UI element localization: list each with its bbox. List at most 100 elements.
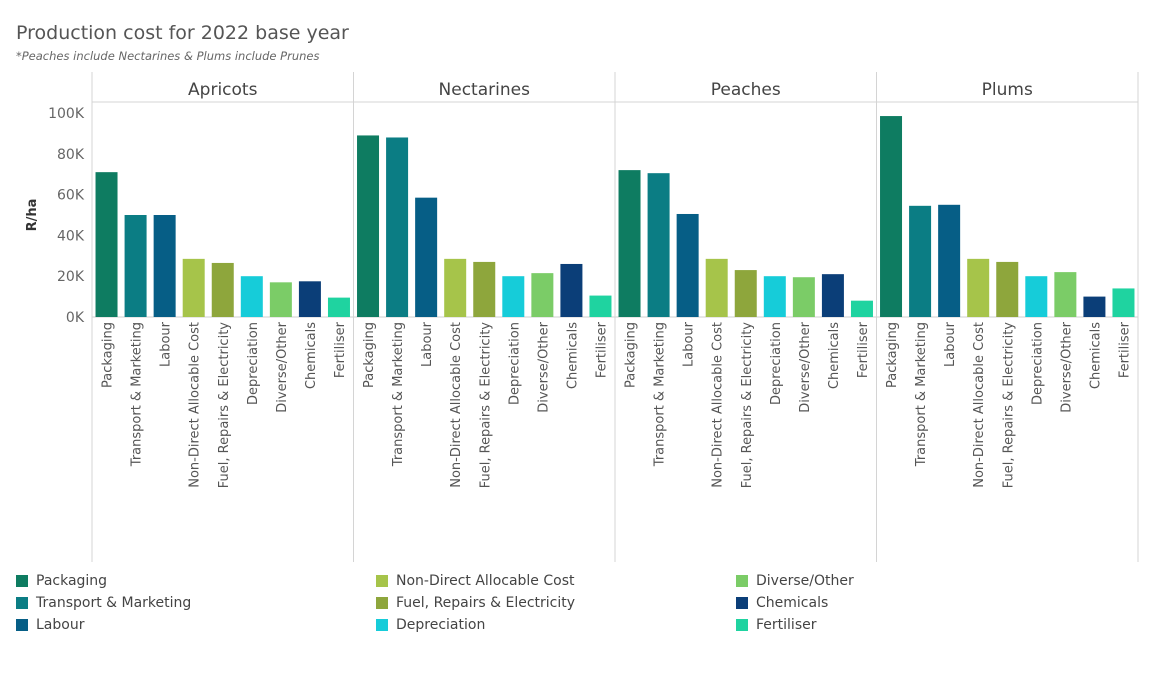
legend-item: Fertiliser [736, 617, 816, 633]
legend-item: Diverse/Other [736, 573, 854, 589]
x-tick-label: Fertiliser [594, 321, 609, 378]
y-tick-label: 40K [57, 228, 85, 244]
x-tick-label: Transport & Marketing [653, 322, 668, 467]
bar-plums-4 [996, 261, 1019, 317]
x-tick-label: Depreciation [246, 322, 261, 405]
bar-peaches-6 [792, 277, 815, 317]
x-tick-label: Packaging [885, 322, 900, 388]
bar-plums-7 [1083, 296, 1106, 317]
bar-nectarines-6 [531, 273, 554, 317]
bar-plums-1 [909, 205, 932, 317]
x-tick-label: Fertiliser [333, 321, 348, 378]
x-tick-label: Non-Direct Allocable Cost [449, 322, 464, 488]
chart-subtitle: *Peaches include Nectarines & Plums incl… [16, 49, 320, 63]
bar-plums-6 [1054, 272, 1077, 317]
y-tick-label: 20K [57, 269, 85, 285]
bar-plums-3 [967, 258, 990, 317]
panel-title-apricots: Apricots [188, 80, 258, 100]
legend-label: Diverse/Other [756, 573, 854, 589]
chart-svg: 0K 20K 40K 60K 80K 100K R/ha Apricots Packaging T… [25, 72, 1139, 562]
x-tick-label: Labour [420, 321, 435, 367]
bar-apricots-4 [211, 262, 234, 317]
bar-peaches-2 [676, 213, 699, 317]
legend-label: Fuel, Repairs & Electricity [396, 595, 576, 611]
legend-swatch [736, 597, 748, 609]
x-tick-label: Fuel, Repairs & Electricity [1001, 322, 1016, 489]
x-tick-label: Labour [159, 321, 174, 367]
x-tick-label: Diverse/Other [1059, 321, 1074, 412]
x-tick-label: Fertiliser [1117, 321, 1132, 378]
x-tick-label: Chemicals [304, 322, 319, 389]
x-tick-label: Transport & Marketing [130, 322, 145, 467]
bar-nectarines-1 [386, 137, 409, 317]
x-tick-label: Packaging [101, 322, 116, 388]
x-tick-label: Non-Direct Allocable Cost [711, 322, 726, 488]
x-tick-label: Diverse/Other [536, 321, 551, 412]
legend-item: Fuel, Repairs & Electricity [376, 595, 575, 611]
x-tick-label: Fuel, Repairs & Electricity [478, 322, 493, 489]
x-tick-label: Non-Direct Allocable Cost [188, 322, 203, 488]
bar-apricots-5 [240, 276, 263, 317]
legend: Packaging Transport & Marketing Labour Non-… [16, 573, 1136, 643]
bar-plums-5 [1025, 276, 1048, 317]
panel-title-peaches: Peaches [711, 80, 781, 100]
y-axis-label: R/ha [25, 199, 40, 232]
legend-label: Labour [36, 617, 85, 633]
legend-swatch [376, 619, 388, 631]
x-tick-label: Transport & Marketing [391, 322, 406, 467]
bar-peaches-5 [763, 276, 786, 317]
bar-plums-0 [880, 116, 903, 317]
x-tick-label: Depreciation [769, 322, 784, 405]
x-tick-label: Labour [682, 321, 697, 367]
x-tick-label: Labour [943, 321, 958, 367]
x-tick-label: Chemicals [1088, 322, 1103, 389]
legend-swatch [16, 619, 28, 631]
legend-swatch [16, 597, 28, 609]
legend-swatch [736, 619, 748, 631]
x-tick-label: Diverse/Other [275, 321, 290, 412]
panel-title-plums: Plums [982, 80, 1033, 100]
x-tick-label: Chemicals [565, 322, 580, 389]
bar-peaches-1 [647, 173, 670, 317]
legend-label: Fertiliser [756, 617, 817, 633]
y-tick-label: 0K [66, 310, 85, 326]
chart-title: Production cost for 2022 base year [16, 22, 349, 44]
bar-plums-2 [938, 204, 961, 317]
bar-peaches-4 [734, 270, 757, 317]
x-tick-label: Depreciation [1030, 322, 1045, 405]
x-tick-label: Transport & Marketing [914, 322, 929, 467]
bar-apricots-1 [124, 215, 147, 317]
bar-peaches-0 [618, 170, 641, 317]
y-tick-label: 60K [57, 188, 85, 204]
legend-item: Depreciation [376, 617, 485, 633]
x-tick-label: Chemicals [827, 322, 842, 389]
legend-label: Transport & Marketing [36, 595, 192, 611]
bar-peaches-3 [705, 258, 728, 317]
bar-apricots-7 [298, 281, 321, 317]
bar-apricots-3 [182, 258, 205, 317]
x-tick-label: Diverse/Other [798, 321, 813, 412]
bar-nectarines-2 [415, 197, 438, 317]
x-tick-label: Packaging [624, 322, 639, 388]
y-tick-label: 80K [57, 147, 85, 163]
bar-apricots-6 [269, 282, 292, 317]
bar-nectarines-7 [560, 263, 583, 317]
panel-title-nectarines: Nectarines [439, 80, 531, 100]
legend-swatch [376, 597, 388, 609]
x-tick-label: Fuel, Repairs & Electricity [740, 322, 755, 489]
bar-apricots-8 [327, 297, 350, 317]
legend-label: Chemicals [756, 595, 829, 611]
x-tick-label: Fuel, Repairs & Electricity [217, 322, 232, 489]
bar-plums-8 [1112, 288, 1135, 317]
x-tick-label: Non-Direct Allocable Cost [972, 322, 987, 488]
bar-nectarines-0 [357, 135, 380, 317]
legend-swatch [376, 575, 388, 587]
x-tick-label: Fertiliser [856, 321, 871, 378]
bar-nectarines-4 [473, 261, 496, 317]
legend-item: Transport & Marketing [16, 595, 191, 611]
legend-item: Labour [16, 617, 84, 633]
legend-label: Packaging [36, 573, 108, 589]
bar-peaches-8 [850, 300, 873, 317]
legend-swatch [16, 575, 28, 587]
legend-item: Non-Direct Allocable Cost [376, 573, 575, 589]
